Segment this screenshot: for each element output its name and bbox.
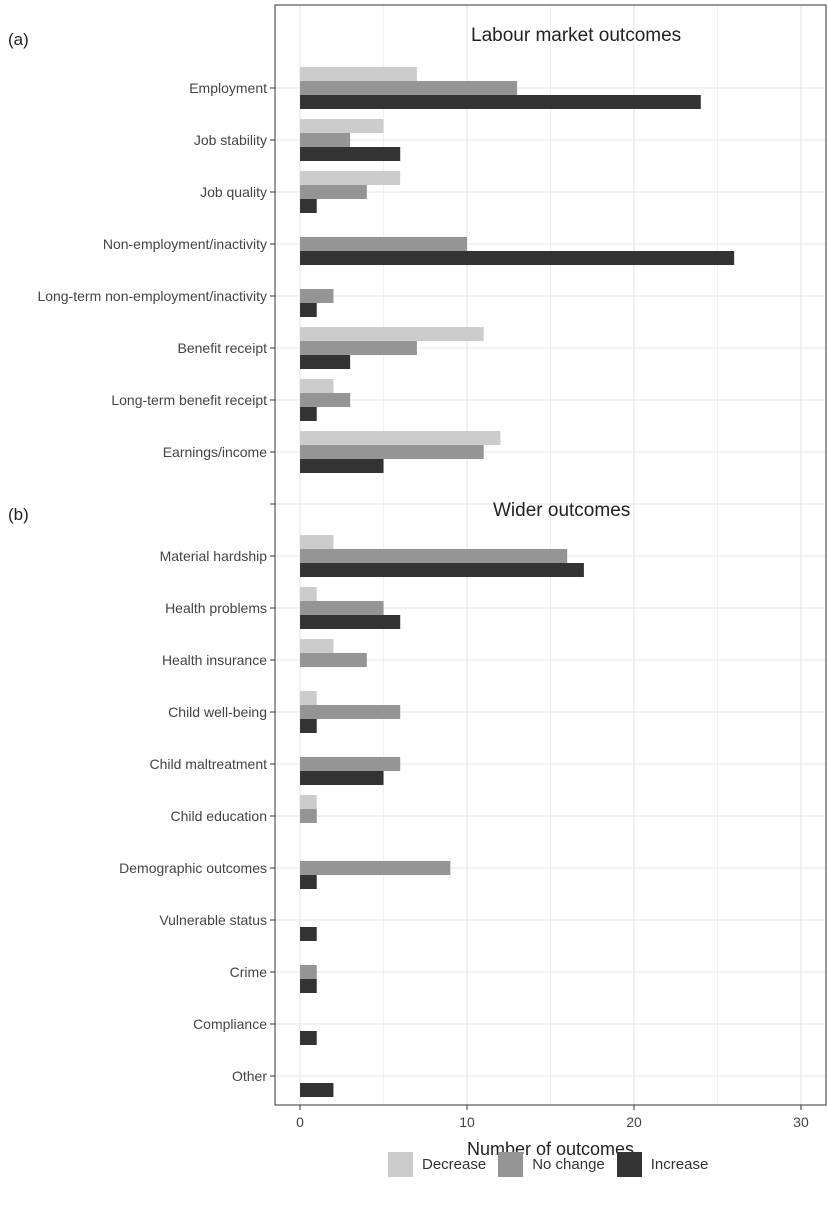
y-tick-label-earnings-income: Earnings/income bbox=[163, 444, 267, 460]
bar-decrease-health-insurance bbox=[300, 639, 334, 653]
panel-b-tag: (b) bbox=[8, 505, 29, 524]
panel-a-tag: (a) bbox=[8, 30, 29, 49]
legend-swatch-decrease bbox=[388, 1152, 413, 1177]
bar-no-change-job-stability bbox=[300, 133, 351, 147]
bar-no-change-child-education bbox=[300, 809, 317, 823]
plot-border bbox=[274, 4, 827, 1106]
bar-decrease-child-education bbox=[300, 795, 317, 809]
legend-label-decrease: Decrease bbox=[422, 1156, 487, 1173]
y-tick-label-health-insurance: Health insurance bbox=[162, 652, 267, 668]
bar-decrease-long-term-benefit-receipt bbox=[300, 379, 334, 393]
y-tick-label-benefit-receipt: Benefit receipt bbox=[178, 340, 268, 356]
bar-decrease-job-stability bbox=[300, 119, 384, 133]
bar-increase-child-maltreatment bbox=[300, 771, 384, 785]
bar-increase-job-stability bbox=[300, 147, 401, 161]
panel-b-title: Wider outcomes bbox=[493, 500, 631, 521]
bar-increase-other bbox=[300, 1083, 334, 1097]
bar-increase-benefit-receipt bbox=[300, 355, 351, 369]
legend-swatch-increase bbox=[616, 1152, 642, 1177]
bar-no-change-earnings-income bbox=[300, 445, 484, 459]
bar-decrease-child-well-being bbox=[300, 691, 317, 705]
y-tick-label-long-term-benefit-receipt: Long-term benefit receipt bbox=[111, 392, 267, 408]
y-tick-label-child-education: Child education bbox=[170, 808, 267, 824]
bar-no-change-child-well-being bbox=[300, 705, 401, 719]
bar-increase-child-well-being bbox=[300, 719, 317, 733]
bar-increase-job-quality bbox=[300, 199, 317, 213]
legend-swatch-no-change bbox=[498, 1152, 524, 1177]
bar-increase-employment bbox=[300, 95, 701, 109]
x-tick-label: 0 bbox=[296, 1114, 304, 1130]
x-tick-label: 10 bbox=[459, 1114, 475, 1130]
legend-label-increase: Increase bbox=[650, 1156, 709, 1173]
panel-a-title: Labour market outcomes bbox=[471, 25, 682, 46]
y-tick-label-job-stability: Job stability bbox=[194, 132, 267, 148]
y-tick-label-long-term-non-employment-inactivity: Long-term non-employment/inactivity bbox=[37, 288, 267, 304]
legend-item-decrease: Decrease bbox=[388, 1152, 486, 1177]
legend-item-increase: Increase bbox=[616, 1152, 709, 1177]
bar-increase-demographic-outcomes bbox=[300, 875, 317, 889]
bar-no-change-employment bbox=[300, 81, 518, 95]
bar-increase-compliance bbox=[300, 1031, 317, 1045]
y-tick-label-compliance: Compliance bbox=[193, 1016, 267, 1032]
bar-no-change-material-hardship bbox=[300, 549, 568, 563]
y-tick-label-crime: Crime bbox=[230, 964, 268, 980]
x-tick-label: 20 bbox=[626, 1114, 642, 1130]
bar-decrease-job-quality bbox=[300, 171, 401, 185]
bar-no-change-health-problems bbox=[300, 601, 384, 615]
y-tick-label-material-hardship: Material hardship bbox=[160, 548, 268, 564]
bar-increase-crime bbox=[300, 979, 317, 993]
y-tick-label-demographic-outcomes: Demographic outcomes bbox=[119, 860, 267, 876]
bar-increase-non-employment-inactivity bbox=[300, 251, 735, 265]
y-tick-label-non-employment-inactivity: Non-employment/inactivity bbox=[103, 236, 267, 252]
bar-increase-material-hardship bbox=[300, 563, 584, 577]
bar-no-change-child-maltreatment bbox=[300, 757, 401, 771]
bar-decrease-earnings-income bbox=[300, 431, 501, 445]
x-tick-label: 30 bbox=[793, 1114, 809, 1130]
bar-decrease-material-hardship bbox=[300, 535, 334, 549]
y-tick-label-child-maltreatment: Child maltreatment bbox=[150, 756, 268, 772]
bar-no-change-non-employment-inactivity bbox=[300, 237, 468, 251]
bar-increase-long-term-non-employment-inactivity bbox=[300, 303, 317, 317]
legend-item-no-change: No change bbox=[498, 1152, 605, 1177]
y-tick-label-vulnerable-status: Vulnerable status bbox=[159, 912, 267, 928]
y-tick-label-employment: Employment bbox=[189, 80, 267, 96]
bar-no-change-benefit-receipt bbox=[300, 341, 417, 355]
legend: Decrease No change Increase bbox=[388, 1152, 720, 1177]
bar-no-change-demographic-outcomes bbox=[300, 861, 451, 875]
bar-no-change-crime bbox=[300, 965, 317, 979]
bar-increase-earnings-income bbox=[300, 459, 384, 473]
bar-decrease-benefit-receipt bbox=[300, 327, 484, 341]
bar-decrease-employment bbox=[300, 67, 417, 81]
bar-no-change-job-quality bbox=[300, 185, 367, 199]
y-tick-label-child-well-being: Child well-being bbox=[168, 704, 267, 720]
bar-decrease-health-problems bbox=[300, 587, 317, 601]
bar-no-change-long-term-benefit-receipt bbox=[300, 393, 351, 407]
bar-increase-long-term-benefit-receipt bbox=[300, 407, 317, 421]
y-tick-label-other: Other bbox=[232, 1068, 267, 1084]
bar-no-change-long-term-non-employment-inactivity bbox=[300, 289, 334, 303]
bar-no-change-health-insurance bbox=[300, 653, 367, 667]
bar-increase-health-problems bbox=[300, 615, 401, 629]
y-tick-label-health-problems: Health problems bbox=[165, 600, 267, 616]
bar-increase-vulnerable-status bbox=[300, 927, 317, 941]
y-tick-label-job-quality: Job quality bbox=[200, 184, 267, 200]
legend-label-no-change: No change bbox=[532, 1156, 605, 1173]
